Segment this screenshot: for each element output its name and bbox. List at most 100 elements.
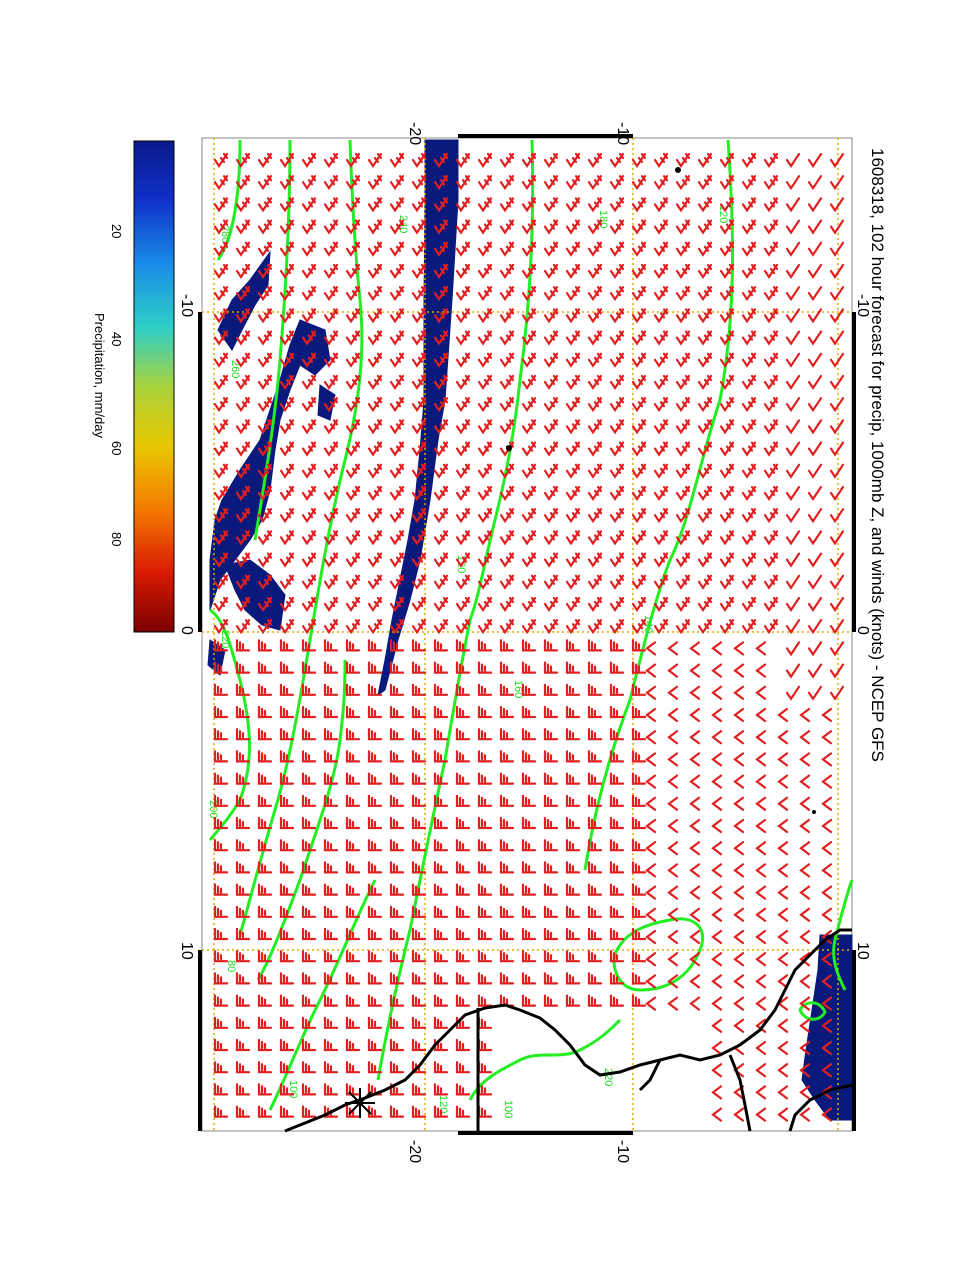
wind-barb: [433, 552, 449, 568]
wind-barb: [653, 530, 669, 546]
wind-barb: [367, 839, 383, 852]
wind-barb: [213, 152, 229, 168]
wind-barb: [697, 485, 713, 501]
wind-barb: [411, 1016, 427, 1029]
wind-barb: [689, 863, 701, 878]
wind-barb: [785, 641, 801, 657]
wind-barb: [345, 619, 361, 635]
wind-barb: [499, 330, 515, 346]
wind-barb: [587, 330, 603, 346]
wind-barb: [799, 752, 811, 767]
wind-barb: [609, 374, 625, 390]
wind-barb: [587, 661, 603, 674]
wind-barb: [631, 152, 647, 168]
wind-barb: [323, 683, 339, 696]
wind-barb: [477, 175, 493, 191]
wind-barb: [389, 816, 405, 830]
wind-barb: [565, 794, 581, 807]
wind-barb: [367, 574, 383, 590]
wind-barb: [455, 883, 471, 896]
wind-barb: [367, 175, 383, 191]
wind-barb: [433, 972, 449, 985]
wind-barb: [235, 1083, 251, 1096]
wind-barb: [411, 750, 427, 763]
wind-barb: [755, 685, 767, 700]
wind-barb: [433, 705, 449, 719]
wind-barb: [763, 352, 779, 368]
wind-barb: [755, 641, 767, 656]
wind-barb: [565, 750, 581, 763]
wind-barb: [653, 241, 669, 257]
wind-barb: [301, 1061, 317, 1074]
wind-barb: [521, 839, 537, 852]
wind-barb: [213, 661, 229, 674]
wind-barb: [609, 794, 625, 807]
wind-barb: [279, 419, 295, 435]
wind-barb: [257, 441, 273, 457]
wind-barb: [667, 974, 679, 989]
wind-barb: [543, 397, 559, 413]
wind-barb: [345, 683, 361, 696]
wind-barb: [235, 905, 251, 918]
wind-barb: [235, 352, 251, 368]
wind-barb: [235, 816, 251, 830]
wind-barb: [719, 463, 735, 479]
wind-barb: [301, 419, 317, 435]
wind-barb: [455, 972, 471, 985]
contour-label: 80: [225, 960, 237, 972]
wind-barb: [543, 574, 559, 590]
wind-barb: [653, 219, 669, 235]
wind-barb: [587, 596, 603, 612]
wind-barb: [235, 1016, 251, 1029]
wind-barb: [755, 663, 767, 678]
wind-barb: [213, 1083, 229, 1096]
wind-barb: [345, 485, 361, 501]
wind-barb: [733, 730, 745, 745]
wind-barb: [345, 552, 361, 568]
wind-barb: [609, 241, 625, 257]
wind-barb: [455, 619, 471, 635]
wind-barb: [821, 974, 833, 989]
wind-barb: [631, 197, 647, 213]
wind-barb: [631, 750, 647, 763]
wind-barb: [653, 596, 669, 612]
wind-barb: [257, 596, 273, 612]
wind-barb: [411, 794, 427, 807]
wind-barb: [477, 419, 493, 435]
wind-barb: [213, 397, 229, 413]
wind-barb: [235, 441, 251, 457]
wind-barb: [477, 330, 493, 346]
wind-barb: [301, 839, 317, 852]
wind-barb: [367, 197, 383, 213]
wind-barb: [645, 730, 657, 745]
wind-barb: [301, 772, 317, 785]
wind-barb: [763, 263, 779, 279]
wind-barb: [411, 419, 427, 435]
wind-barb: [543, 308, 559, 324]
wind-barb: [667, 929, 679, 945]
wind-barb: [433, 772, 449, 785]
wind-barb: [301, 639, 317, 652]
wind-barb: [257, 794, 273, 807]
wind-barb: [477, 286, 493, 302]
wind-barb: [367, 419, 383, 435]
wind-barb: [433, 574, 449, 590]
wind-barb: [477, 508, 493, 524]
wind-barb: [235, 596, 251, 612]
wind-barb: [389, 175, 405, 191]
wind-barb: [389, 950, 405, 963]
wind-barb: [565, 286, 581, 302]
contour-label: 280: [219, 225, 231, 243]
wind-barb: [433, 508, 449, 524]
wind-barb: [235, 263, 251, 279]
wind-barb: [213, 728, 229, 741]
precip-patch-3: [317, 384, 336, 421]
wind-barb: [521, 374, 537, 390]
wind-barb: [645, 796, 657, 811]
wind-barb: [389, 839, 405, 852]
wind-barb: [235, 552, 251, 568]
wind-barb: [777, 1085, 789, 1100]
wind-barb: [477, 994, 493, 1007]
wind-barb: [609, 308, 625, 324]
wind-barb: [279, 308, 295, 324]
